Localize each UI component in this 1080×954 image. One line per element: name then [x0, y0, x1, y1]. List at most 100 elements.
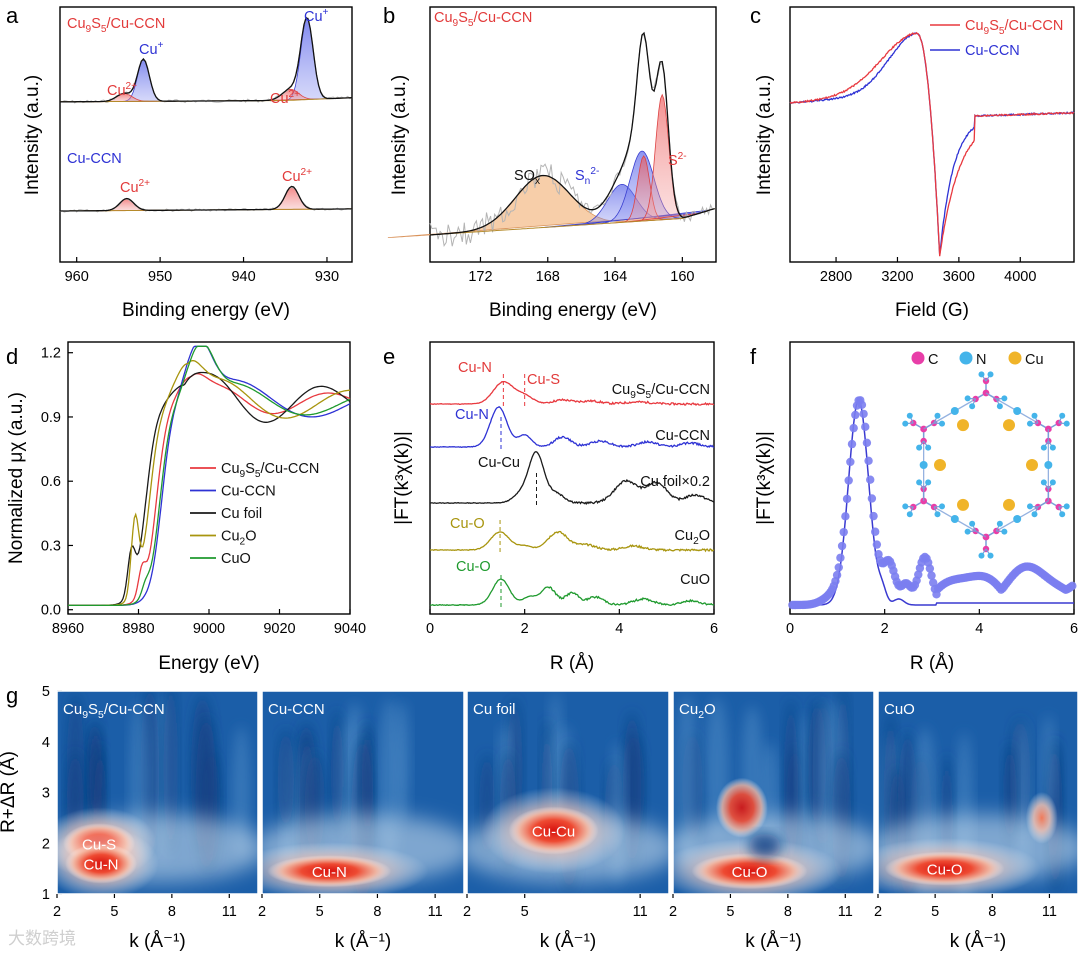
data-point-f	[836, 553, 845, 562]
x-tick-label: 5	[316, 904, 324, 920]
inset-legend-dot	[959, 351, 973, 365]
x-tick-label: 160	[670, 269, 694, 285]
cu-atom	[957, 419, 969, 432]
spot-label: Cu-N	[84, 857, 119, 874]
ft-line	[429, 578, 715, 607]
x-axis-label-a: Binding energy (eV)	[122, 300, 290, 321]
x-tick-label: 6	[710, 621, 718, 637]
sample-label-b: Cu9S5/Cu-CCN	[434, 10, 532, 29]
inset-legend-dot	[1008, 351, 1022, 365]
x-axis-label-d: Energy (eV)	[158, 653, 259, 674]
x-axis-label-g: k (Å⁻¹)	[745, 931, 801, 952]
cu-atom	[1026, 459, 1038, 471]
x-axis-label-f: R (Å)	[910, 653, 954, 674]
x-tick-label: 5	[931, 904, 939, 920]
x-tick-label: 2	[463, 904, 471, 920]
panel-label-g: g	[6, 683, 18, 708]
y-axis-label-f: |FT(k³χ(k))|	[754, 431, 775, 525]
data-point-f	[857, 400, 867, 410]
xanes-line	[68, 345, 351, 607]
legend-label-d: Cu foil	[221, 506, 262, 522]
axes-frame-d	[67, 341, 351, 615]
x-tick-label: 168	[536, 269, 560, 285]
x-axis-label-b: Binding energy (eV)	[489, 300, 657, 321]
data-point-f	[862, 438, 872, 448]
structure-inset	[902, 371, 1070, 559]
x-tick-label: 11	[428, 904, 443, 920]
x-tick-label: 11	[838, 904, 853, 920]
series-label-e: CuO	[680, 572, 710, 588]
panel-label-c: c	[750, 3, 761, 28]
data-point-f	[832, 570, 842, 580]
data-point-f	[871, 527, 880, 536]
axes-frame-b	[429, 6, 717, 263]
data-point-f	[869, 511, 878, 521]
fit-peak-a-bottom	[258, 185, 324, 210]
envelope-a-bottom	[60, 185, 352, 212]
peak-label-cu-2plus: Cu2+	[282, 167, 312, 185]
axes-frame-c	[789, 6, 1075, 263]
x-tick-label: 8	[784, 904, 792, 920]
peak-label-sn: Sn2-	[575, 166, 599, 187]
data-point-f	[1068, 581, 1077, 591]
x-tick-label: 172	[468, 269, 492, 285]
spot-label: Cu-O	[927, 862, 963, 879]
x-tick-label: 9000	[193, 621, 225, 637]
y-tick-label: 4	[42, 735, 50, 751]
ft-line	[430, 406, 715, 449]
data-point-f	[841, 512, 850, 521]
x-tick-label: 11	[633, 904, 648, 920]
inset-legend-dot	[911, 351, 925, 365]
legend-label-c: Cu9S5/Cu-CCN	[965, 18, 1063, 37]
background-b	[429, 208, 715, 236]
panel-label-b: b	[383, 3, 395, 28]
x-tick-label: 2	[521, 621, 529, 637]
x-tick-label: 2800	[820, 269, 852, 285]
y-axis-label-g: R+ΔR (Å)	[0, 751, 19, 833]
y-tick-label: 0.3	[41, 538, 61, 554]
peak-label-sox: SOx	[514, 168, 540, 187]
x-axis-label-c: Field (G)	[895, 300, 969, 321]
fit-peak-a-top	[273, 17, 341, 101]
y-tick-label: 0.0	[41, 603, 61, 619]
epr-line	[789, 32, 1075, 256]
x-tick-label: 3200	[881, 269, 913, 285]
x-tick-label: 8	[988, 904, 996, 920]
data-point-f	[861, 422, 870, 432]
x-tick-label: 930	[315, 269, 339, 285]
x-tick-label: 11	[1042, 904, 1057, 920]
x-tick-label: 9040	[334, 621, 366, 637]
peak-label-cu-2plus: Cu2+	[270, 89, 300, 107]
data-point-f	[867, 494, 877, 503]
y-axis-label-e: |FT(k³χ(k))|	[392, 431, 413, 525]
y-tick-label: 3	[42, 786, 50, 802]
y-tick-label: 0.6	[41, 474, 61, 490]
axes-frame-e	[429, 341, 715, 615]
fit-peak-a-bottom	[93, 198, 159, 212]
envelope-b	[429, 31, 715, 236]
spot-label: Cu-N	[312, 864, 347, 881]
map-title: CuO	[884, 701, 915, 718]
ft-line	[429, 450, 715, 506]
marker-label: Cu-Cu	[478, 455, 520, 471]
sample-label-a-top: Cu9S5/Cu-CCN	[67, 16, 165, 35]
cu-atom	[957, 498, 969, 511]
x-tick-label: 11	[222, 904, 237, 920]
x-tick-label: 2	[874, 904, 882, 920]
inset-legend-label: N	[976, 352, 986, 368]
y-tick-label: 2	[42, 836, 50, 852]
x-tick-label: 5	[521, 904, 529, 920]
legend-label-d: Cu2O	[221, 529, 256, 548]
data-point-f	[837, 541, 847, 551]
legend-label-d: Cu-CCN	[221, 484, 276, 500]
x-tick-label: 0	[426, 621, 434, 637]
x-tick-label: 164	[603, 269, 627, 285]
y-tick-label: 1.2	[41, 346, 61, 362]
x-tick-label: 2	[669, 904, 677, 920]
x-tick-label: 0	[786, 621, 794, 637]
data-point-f	[851, 410, 860, 420]
epr-line	[789, 31, 1075, 257]
peak-label-s2: S2-	[668, 151, 687, 169]
data-point-f	[834, 563, 843, 572]
